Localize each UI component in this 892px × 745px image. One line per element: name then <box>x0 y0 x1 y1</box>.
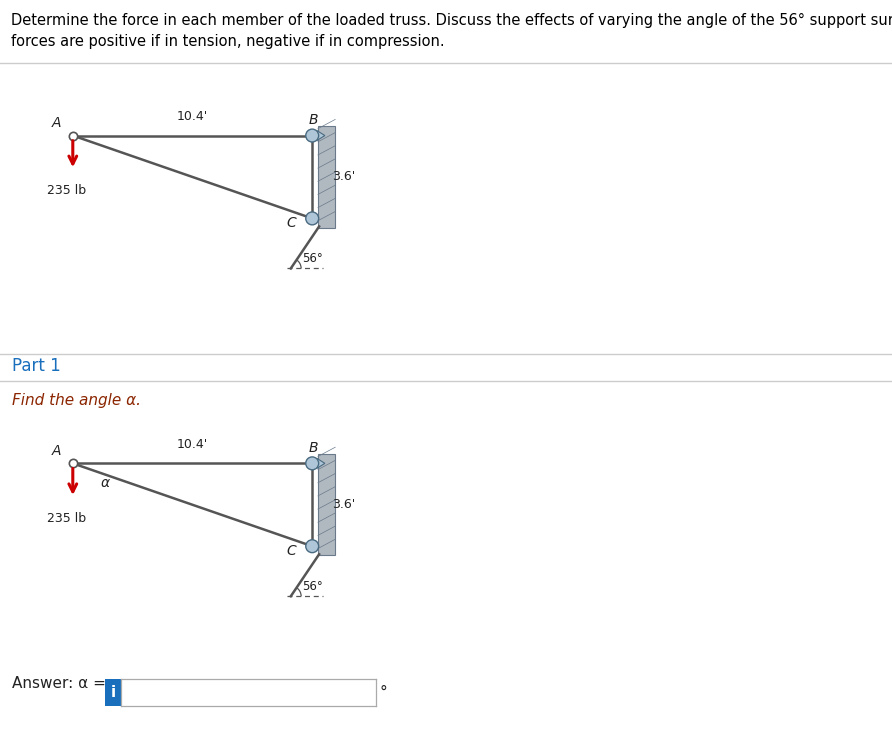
Text: 10.4': 10.4' <box>177 110 208 123</box>
Text: α: α <box>101 476 110 490</box>
Text: B: B <box>309 441 318 455</box>
Text: 10.4': 10.4' <box>177 437 208 451</box>
Text: A: A <box>52 443 62 457</box>
Text: i: i <box>111 685 116 700</box>
Circle shape <box>306 540 318 553</box>
Text: Find the angle α.: Find the angle α. <box>12 393 141 408</box>
Text: 3.6': 3.6' <box>332 171 355 183</box>
Text: A: A <box>52 115 62 130</box>
Polygon shape <box>317 130 325 141</box>
Circle shape <box>306 457 318 470</box>
Text: forces are positive if in tension, negative if in compression.: forces are positive if in tension, negat… <box>11 34 444 48</box>
Polygon shape <box>318 454 335 556</box>
Text: C: C <box>286 544 296 558</box>
Polygon shape <box>317 458 325 469</box>
Text: B: B <box>309 113 318 127</box>
Text: 56°: 56° <box>302 252 323 265</box>
Text: 235 lb: 235 lb <box>47 512 87 524</box>
Text: C: C <box>286 216 296 230</box>
Text: Part 1: Part 1 <box>12 357 61 375</box>
Text: °: ° <box>379 685 387 700</box>
Text: 56°: 56° <box>302 580 323 593</box>
Text: Answer: α =: Answer: α = <box>12 676 105 691</box>
Text: 235 lb: 235 lb <box>47 184 87 197</box>
Text: Determine the force in each member of the loaded truss. Discuss the effects of v: Determine the force in each member of th… <box>11 13 892 28</box>
Polygon shape <box>318 127 335 228</box>
Circle shape <box>306 129 318 142</box>
Text: 3.6': 3.6' <box>332 498 355 511</box>
Circle shape <box>306 212 318 225</box>
